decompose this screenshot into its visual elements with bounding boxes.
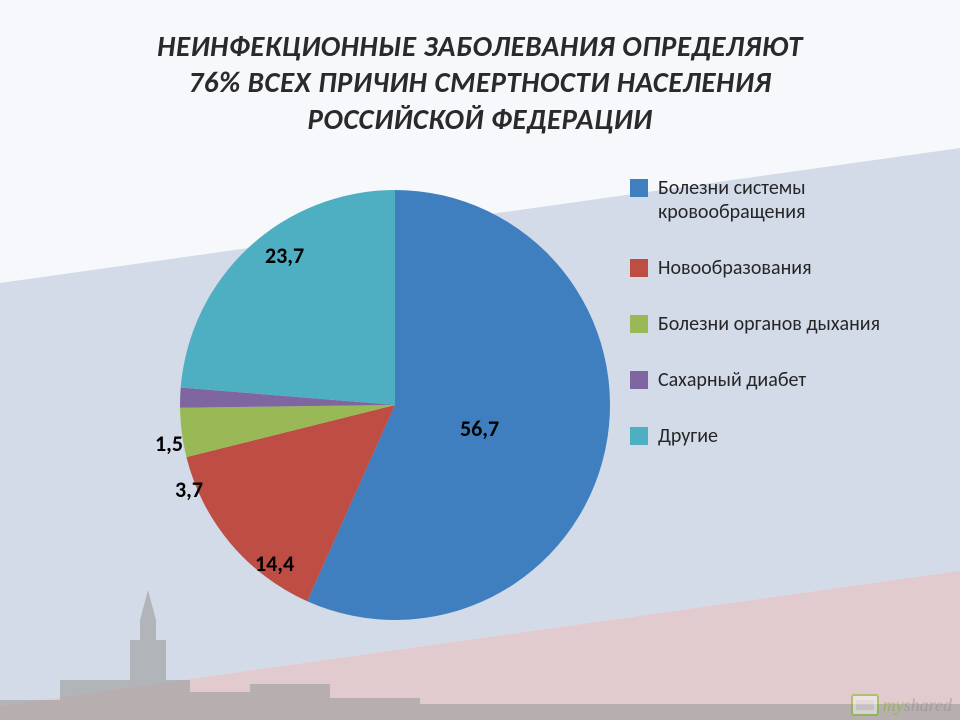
- pie-data-label: 3,7: [175, 476, 203, 503]
- title-line: РОССИЙСКОЙ ФЕДЕРАЦИИ: [308, 101, 653, 137]
- legend: Болезни системы кровообращения Новообразо…: [630, 176, 890, 480]
- legend-label: Другие: [658, 424, 718, 448]
- legend-swatch: [630, 259, 648, 277]
- legend-item: Другие: [630, 424, 890, 448]
- presentation-icon: [851, 694, 879, 716]
- legend-swatch: [630, 315, 648, 333]
- pie-data-label: 56,7: [460, 415, 499, 442]
- legend-item: Новообразования: [630, 256, 890, 280]
- legend-label: Болезни органов дыхания: [658, 312, 880, 336]
- legend-label: Болезни системы кровообращения: [658, 176, 890, 224]
- legend-label: Новообразования: [658, 256, 812, 280]
- legend-item: Болезни органов дыхания: [630, 312, 890, 336]
- legend-swatch: [630, 371, 648, 389]
- legend-item: Болезни системы кровообращения: [630, 176, 890, 224]
- watermark-shared: shared: [904, 695, 952, 715]
- pie-slice: [181, 190, 395, 405]
- watermark: myshared: [851, 694, 952, 716]
- pie-data-label: 14,4: [255, 550, 294, 577]
- legend-swatch: [630, 427, 648, 445]
- chart-area: 56,7 14,4 3,7 1,5 23,7 Болезни системы крово…: [120, 170, 900, 640]
- legend-item: Сахарный диабет: [630, 368, 890, 392]
- pie-data-label: 1,5: [155, 430, 183, 457]
- legend-swatch: [630, 179, 648, 197]
- title-line: НЕИНФЕКЦИОННЫЕ ЗАБОЛЕВАНИЯ ОПРЕДЕЛЯЮТ: [157, 28, 803, 64]
- pie-data-label: 23,7: [265, 242, 304, 269]
- watermark-text: myshared: [883, 695, 952, 716]
- title-line: 76% ВСЕХ ПРИЧИН СМЕРТНОСТИ НАСЕЛЕНИЯ: [189, 64, 772, 100]
- slide: НЕИНФЕКЦИОННЫЕ ЗАБОЛЕВАНИЯ ОПРЕДЕЛЯЮТ 76…: [0, 0, 960, 720]
- watermark-my: my: [883, 695, 904, 715]
- pie-chart: [150, 180, 640, 630]
- page-title: НЕИНФЕКЦИОННЫЕ ЗАБОЛЕВАНИЯ ОПРЕДЕЛЯЮТ 76…: [60, 28, 900, 137]
- legend-label: Сахарный диабет: [658, 368, 806, 392]
